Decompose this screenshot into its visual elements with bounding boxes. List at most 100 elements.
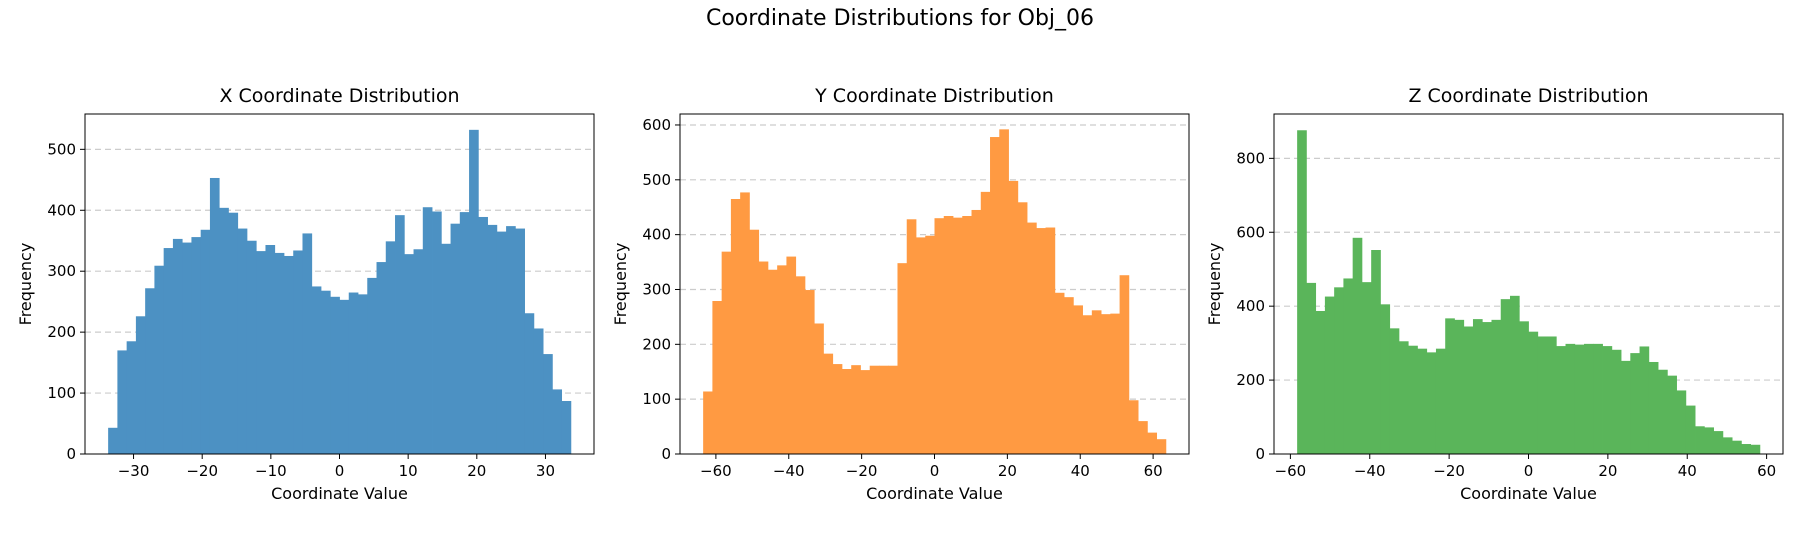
histogram-bar [191,237,202,454]
histogram-bar [450,223,461,454]
histogram-bar [1463,326,1474,454]
histogram-bar [487,224,498,454]
chart-title: X Coordinate Distribution [219,85,459,107]
x-axis-label: Coordinate Value [271,484,408,503]
histogram-bar [1324,296,1335,454]
histogram-bar [925,235,935,454]
y-tick-label: 500 [642,171,671,189]
histogram-bar [1343,278,1354,454]
histogram-bar [1704,427,1714,454]
histogram-bar [758,261,769,454]
histogram-bar [339,299,350,454]
x-tick-label: 0 [1524,462,1534,480]
histogram-bar [999,129,1009,454]
histogram-bar [1482,322,1492,454]
x-tick-label: −10 [255,462,287,480]
histogram-bar [1045,227,1056,454]
histogram-bar [934,218,945,454]
x-tick-label: −20 [846,462,878,480]
histogram-bar [1361,282,1372,454]
histogram-bar [404,254,414,454]
histogram-bar [1611,349,1622,454]
histogram-bar [860,370,871,454]
histogram-bar [980,191,991,454]
histogram-bar [1593,343,1603,454]
histogram-bar [256,251,266,454]
histogram-bar [1101,314,1111,454]
histogram-bar [814,323,824,454]
histogram-bar [1027,222,1037,454]
histogram-bar [552,389,563,454]
histogram-bar [990,137,1000,454]
y-axis-label: Frequency [1205,243,1224,326]
histogram-bar [1584,343,1594,454]
histogram-bar [851,365,861,454]
histogram-bar [1315,310,1326,454]
y-tick-label: 0 [661,445,671,463]
y-tick-label: 100 [47,384,76,402]
histogram-bar [219,207,229,454]
histogram-bar [1639,346,1650,454]
x-tick-label: −60 [700,462,732,480]
histogram-bar [1073,305,1083,454]
histogram-bar [459,212,470,454]
histogram-bar [1630,353,1640,454]
histogram-bar [1091,310,1102,454]
x-tick-label: 60 [1144,462,1163,480]
histogram-bar [1371,250,1381,454]
histogram-bar [1128,400,1139,454]
histogram-bar [515,228,525,454]
histogram-bar [1685,405,1696,454]
x-tick-label: −30 [118,462,150,480]
histogram-bar [432,211,442,454]
histogram-bar [283,255,294,454]
histogram-bar [1732,440,1742,454]
y-tick-label: 100 [642,390,671,408]
histogram-bar [1574,344,1585,454]
histogram-bar [1621,360,1631,454]
histogram-bar [302,233,313,454]
histogram-bar [385,241,396,454]
histogram-bar [869,365,880,454]
y-tick-label: 400 [642,226,671,244]
y-tick-label: 200 [47,323,76,341]
x-tick-label: 20 [998,462,1017,480]
histogram-bar [1722,437,1733,454]
histogram-bar [237,228,248,454]
histogram-bar [506,226,516,454]
histogram-bar [832,364,843,454]
histogram-bar [348,292,359,454]
histogram-bar [1082,315,1093,454]
y-tick-label: 500 [47,140,76,158]
histogram-bar [469,129,479,455]
y-axis-label: Frequency [611,243,630,326]
y-tick-label: 400 [1236,297,1265,315]
histogram-bar [953,217,963,454]
histogram-bar [1334,287,1344,454]
histogram-bar [1138,421,1148,454]
histogram-bar [543,354,553,454]
histogram-bar [496,231,507,454]
histogram-bar [795,276,806,454]
y-tick-label: 600 [642,116,671,134]
x-tick-label: 30 [536,462,555,480]
histogram-bar [533,328,544,454]
histogram-bar [1537,336,1548,454]
histogram-bar [246,240,257,454]
x-tick-label: 0 [930,462,940,480]
histogram-bar [1435,348,1446,454]
histogram-bar [200,229,211,454]
histogram-bar [172,238,183,454]
histogram-bar [1426,352,1437,454]
histogram-bar [1658,369,1668,454]
histogram-bar [730,199,741,454]
histogram-bar [1556,346,1566,454]
histogram-bar [265,245,276,454]
x-tick-label: −20 [186,462,218,480]
figure-title: Coordinate Distributions for Obj_06 [705,6,1095,31]
histogram-bar [1547,336,1557,454]
histogram-bar [1380,304,1391,454]
histogram-bar [413,249,424,454]
